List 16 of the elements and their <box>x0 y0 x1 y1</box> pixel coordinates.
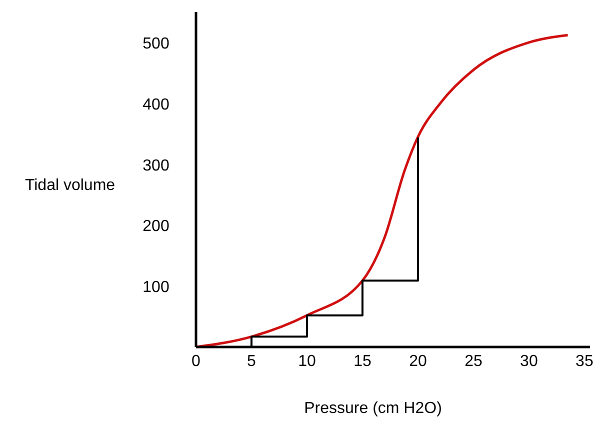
x-tick-label: 15 <box>354 353 372 370</box>
x-tick-label: 5 <box>247 353 256 370</box>
x-tick-label: 25 <box>464 353 482 370</box>
x-axis-title: Pressure (cm H2O) <box>304 400 442 417</box>
y-tick-label: 300 <box>142 157 170 174</box>
x-tick-label: 20 <box>409 353 427 370</box>
y-tick-label: 400 <box>142 96 170 114</box>
x-tick-label: 10 <box>298 353 316 370</box>
line-series <box>194 34 570 348</box>
x-tick-label: 30 <box>520 353 538 370</box>
x-tick-label: 35 <box>576 353 594 370</box>
y-tick-label: 100 <box>142 279 170 296</box>
y-tick-label: 200 <box>142 218 170 236</box>
y-axis-title: Tidal volume <box>24 177 116 194</box>
x-tick-label: 0 <box>192 353 201 370</box>
y-tick-label: 500 <box>142 35 170 52</box>
